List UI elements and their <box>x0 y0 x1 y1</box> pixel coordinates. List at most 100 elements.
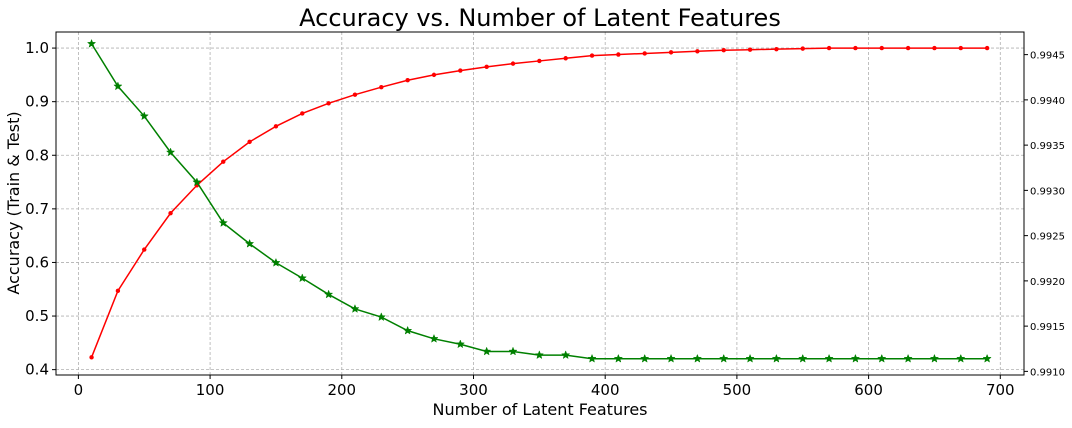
data-point <box>300 111 305 116</box>
data-point <box>405 78 410 83</box>
y-tick-label: 0.8 <box>25 146 49 164</box>
data-point <box>877 353 887 363</box>
data-point <box>297 273 307 283</box>
data-point <box>510 61 516 66</box>
data-point <box>747 47 753 52</box>
plot-frame <box>55 31 1025 376</box>
y2-tick-label: 0.9925 <box>1030 232 1065 243</box>
x-tick-label: 200 <box>327 381 356 399</box>
data-point <box>376 312 386 322</box>
data-point <box>982 353 992 363</box>
data-point <box>458 68 463 73</box>
data-point <box>113 81 123 91</box>
data-point <box>956 353 966 363</box>
data-point <box>271 257 281 267</box>
data-point <box>508 346 518 356</box>
data-point <box>800 46 805 51</box>
data-point <box>589 53 595 58</box>
data-point <box>668 50 674 55</box>
data-point <box>774 46 779 52</box>
y2-tick-label: 0.9915 <box>1030 322 1065 333</box>
x-tick-label: 600 <box>854 381 883 399</box>
x-tick-label: 300 <box>459 381 488 399</box>
y-tick-label: 0.9 <box>25 93 49 111</box>
data-point <box>350 304 360 313</box>
x-tick-label: 0 <box>74 381 84 399</box>
data-point <box>719 353 729 363</box>
data-point <box>824 353 834 363</box>
ticks-layer: 0 100 200 300 400 500 600 700 0.4 0.5 0.6 0.7 0.8 0.9… <box>25 39 1065 399</box>
y2-tick-label: 0.9940 <box>1030 96 1065 107</box>
data-point <box>192 177 202 187</box>
data-point <box>721 48 726 53</box>
data-point <box>273 124 279 129</box>
y-tick-label: 1.0 <box>25 39 49 57</box>
data-point <box>86 38 97 48</box>
data-point <box>798 353 808 363</box>
data-point <box>745 353 755 363</box>
data-point <box>695 49 700 54</box>
x-axis-label: Number of Latent Features <box>433 400 648 419</box>
data-point <box>850 353 861 363</box>
data-point <box>89 355 94 360</box>
data-point <box>218 218 228 227</box>
data-point <box>142 247 147 252</box>
data-point <box>563 56 568 61</box>
y-tick-label: 0.5 <box>25 307 49 325</box>
x-tick-label: 400 <box>591 381 620 399</box>
x-tick-label: 700 <box>986 381 1015 399</box>
data-point <box>561 350 571 360</box>
y-axis-label: Accuracy (Train & Test) <box>4 111 23 294</box>
y2-tick-label: 0.9930 <box>1030 186 1065 197</box>
data-point <box>244 238 255 248</box>
y-tick-label: 0.7 <box>25 200 49 218</box>
x-tick-label: 100 <box>196 381 225 399</box>
data-point <box>115 288 121 294</box>
y2-tick-label: 0.9910 <box>1030 367 1065 378</box>
series-layer <box>86 38 992 363</box>
data-point <box>984 45 990 51</box>
data-point <box>853 45 858 51</box>
data-point <box>958 45 963 51</box>
y2-tick-label: 0.9945 <box>1030 51 1065 62</box>
data-point <box>929 353 940 363</box>
data-point <box>905 45 911 51</box>
series-group <box>89 45 990 360</box>
series-line <box>90 43 988 360</box>
data-point <box>352 92 358 97</box>
data-point <box>616 52 621 57</box>
data-point <box>402 325 413 335</box>
data-point <box>587 353 597 363</box>
data-point <box>692 353 703 363</box>
data-point <box>484 64 489 70</box>
data-point <box>642 51 647 56</box>
data-point <box>640 353 650 363</box>
data-point <box>168 210 173 216</box>
data-point <box>534 350 545 360</box>
grid-layer <box>56 32 1024 375</box>
y2-tick-label: 0.9935 <box>1030 141 1065 152</box>
data-point <box>326 101 331 106</box>
data-point <box>482 346 492 356</box>
data-point <box>139 111 149 121</box>
series-group <box>86 38 992 363</box>
data-point <box>613 353 624 363</box>
y2-tick-label: 0.9920 <box>1030 277 1065 288</box>
data-point <box>431 72 437 78</box>
data-point <box>826 45 832 51</box>
data-point <box>771 353 782 363</box>
data-point <box>379 85 384 90</box>
data-point <box>221 159 226 164</box>
data-point <box>247 139 252 145</box>
series-line <box>90 47 988 358</box>
data-point <box>666 353 676 363</box>
data-point <box>455 339 465 349</box>
x-tick-label: 500 <box>723 381 752 399</box>
data-point <box>429 333 439 343</box>
y-tick-label: 0.4 <box>25 361 49 379</box>
chart-title: Accuracy vs. Number of Latent Features <box>299 4 781 32</box>
y-tick-label: 0.6 <box>25 253 49 271</box>
data-point <box>903 353 913 363</box>
